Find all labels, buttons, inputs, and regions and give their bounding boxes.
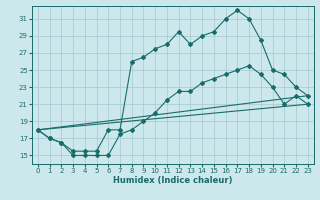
X-axis label: Humidex (Indice chaleur): Humidex (Indice chaleur) — [113, 176, 233, 185]
